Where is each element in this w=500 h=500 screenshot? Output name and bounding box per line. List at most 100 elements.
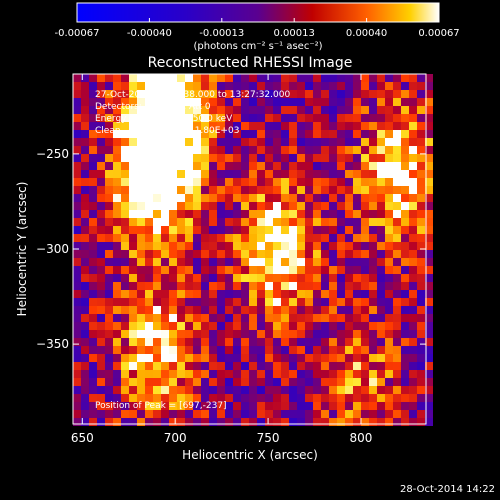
heatmap-cell	[297, 306, 305, 314]
heatmap-cell	[345, 242, 353, 250]
heatmap-cell	[249, 162, 257, 170]
heatmap-cell	[105, 154, 113, 162]
heatmap-cell	[417, 154, 425, 162]
heatmap-cell	[241, 170, 249, 178]
heatmap-cell	[217, 234, 225, 242]
heatmap-cell	[345, 202, 353, 210]
heatmap-cell	[401, 258, 409, 266]
heatmap-cell	[377, 314, 385, 322]
heatmap-cell	[161, 74, 169, 82]
heatmap-cell	[393, 154, 401, 162]
heatmap-cell	[401, 138, 409, 146]
heatmap-cell	[153, 90, 161, 98]
heatmap-cell	[361, 274, 369, 282]
heatmap-cell	[353, 290, 361, 298]
heatmap-cell	[385, 314, 393, 322]
heatmap-cell	[289, 106, 297, 114]
heatmap-cell	[353, 114, 361, 122]
heatmap-cell	[129, 202, 137, 210]
heatmap-cell	[265, 314, 273, 322]
heatmap-cell	[169, 106, 177, 114]
heatmap-cell	[361, 122, 369, 130]
heatmap-cell	[81, 194, 89, 202]
heatmap-cell	[97, 346, 105, 354]
heatmap-cell	[321, 362, 329, 370]
heatmap-cell	[217, 418, 225, 426]
heatmap-cell	[401, 82, 409, 90]
heatmap-cell	[385, 138, 393, 146]
heatmap-cell	[233, 194, 241, 202]
heatmap-cell	[313, 370, 321, 378]
heatmap-cell	[281, 186, 289, 194]
heatmap-cell	[321, 386, 329, 394]
heatmap-cell	[105, 322, 113, 330]
heatmap-cell	[305, 194, 313, 202]
heatmap-cell	[81, 106, 89, 114]
heatmap-cell	[233, 98, 241, 106]
heatmap-cell	[289, 298, 297, 306]
heatmap-cell	[401, 202, 409, 210]
heatmap-cell	[425, 386, 433, 394]
heatmap-cell	[273, 162, 281, 170]
heatmap-cell	[345, 282, 353, 290]
heatmap-cell	[281, 178, 289, 186]
heatmap-cell	[89, 338, 97, 346]
heatmap-cell	[265, 330, 273, 338]
heatmap-cell	[193, 114, 201, 122]
heatmap-cell	[89, 394, 97, 402]
heatmap-cell	[225, 306, 233, 314]
heatmap-cell	[225, 90, 233, 98]
y-tick-label: −300	[36, 242, 69, 256]
heatmap-cell	[369, 394, 377, 402]
heatmap-cell	[89, 290, 97, 298]
heatmap-cell	[73, 274, 81, 282]
heatmap-cell	[289, 330, 297, 338]
heatmap-cell	[313, 338, 321, 346]
heatmap-cell	[185, 154, 193, 162]
heatmap-cell	[401, 162, 409, 170]
heatmap-cell	[81, 354, 89, 362]
heatmap-cell	[97, 194, 105, 202]
heatmap-cell	[121, 90, 129, 98]
heatmap-cell	[185, 138, 193, 146]
heatmap-cell	[321, 354, 329, 362]
heatmap-cell	[409, 346, 417, 354]
heatmap-cell	[337, 290, 345, 298]
heatmap-cell	[177, 418, 185, 426]
heatmap-cell	[353, 210, 361, 218]
heatmap-cell	[289, 90, 297, 98]
heatmap-cell	[265, 146, 273, 154]
heatmap-cell	[201, 258, 209, 266]
heatmap-cell	[217, 362, 225, 370]
heatmap-cell	[185, 282, 193, 290]
heatmap-cell	[153, 378, 161, 386]
heatmap-cell	[121, 98, 129, 106]
heatmap-cell	[121, 130, 129, 138]
heatmap-cell	[417, 242, 425, 250]
heatmap-cell	[361, 74, 369, 82]
heatmap-cell	[81, 98, 89, 106]
heatmap-cell	[369, 250, 377, 258]
peak-position-label: Position of Peak = [697,-237]	[95, 401, 227, 411]
heatmap-cell	[249, 274, 257, 282]
heatmap-cell	[193, 266, 201, 274]
heatmap-cell	[385, 354, 393, 362]
heatmap-cell	[409, 186, 417, 194]
heatmap-cell	[281, 90, 289, 98]
heatmap-cell	[377, 146, 385, 154]
heatmap-cell	[225, 122, 233, 130]
heatmap-cell	[193, 122, 201, 130]
heatmap-cell	[409, 418, 417, 426]
heatmap-cell	[121, 194, 129, 202]
heatmap-cell	[361, 330, 369, 338]
heatmap-cell	[409, 338, 417, 346]
heatmap-cell	[257, 362, 265, 370]
heatmap-cell	[153, 298, 161, 306]
heatmap-cell	[177, 338, 185, 346]
heatmap-cell	[241, 106, 249, 114]
heatmap-cell	[289, 194, 297, 202]
heatmap-cell	[361, 410, 369, 418]
heatmap-cell	[281, 146, 289, 154]
heatmap-cell	[225, 106, 233, 114]
heatmap-cell	[337, 242, 345, 250]
